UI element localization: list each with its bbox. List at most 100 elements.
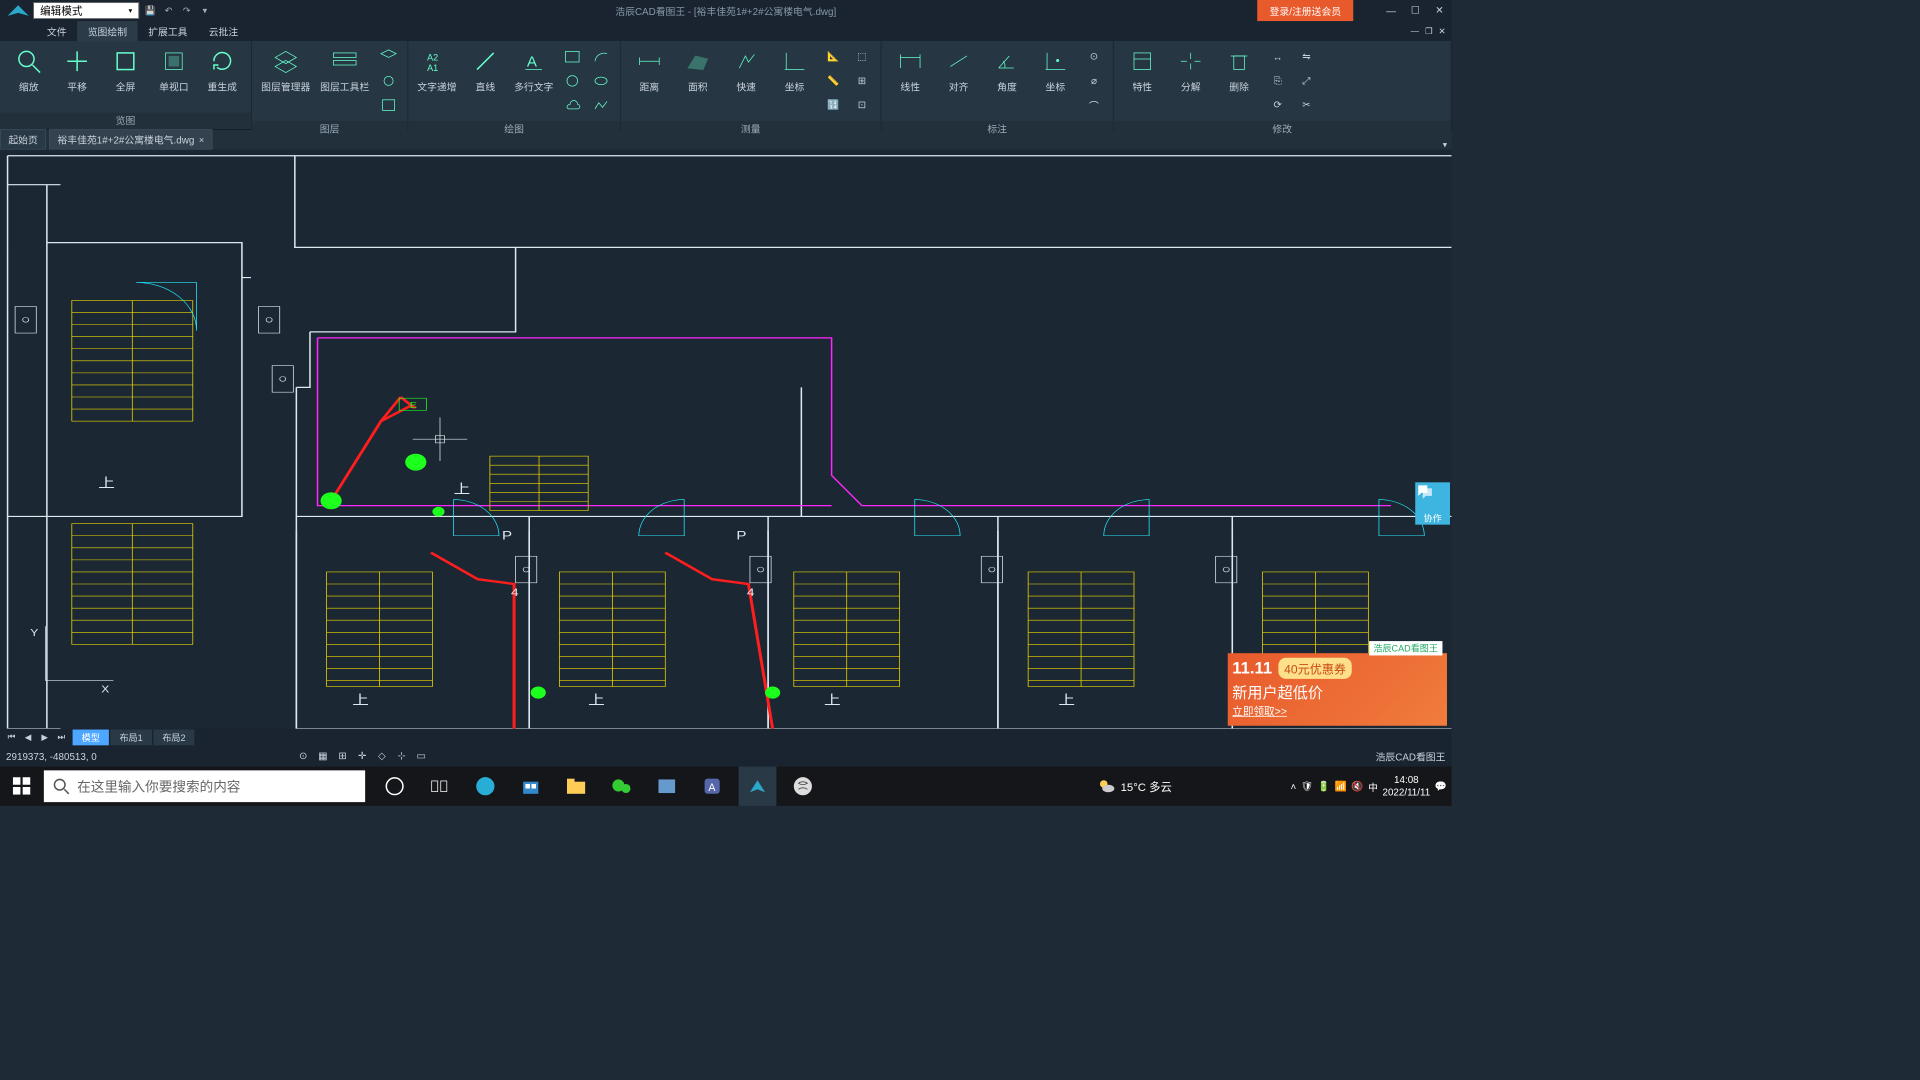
text-increment-button[interactable]: A2A1文字递增 — [413, 43, 461, 119]
task-edge-icon[interactable] — [466, 767, 504, 806]
distance-button[interactable]: 距离 — [625, 43, 673, 119]
grid-toggle[interactable]: ▦ — [314, 748, 331, 763]
measure-m5-icon[interactable]: ⊞ — [851, 70, 874, 91]
rotate-icon[interactable]: ⟳ — [1266, 95, 1289, 116]
tab-model[interactable]: 模型 — [73, 729, 109, 745]
promo-cta[interactable]: 立即领取>> — [1232, 704, 1442, 719]
task-wechat-icon[interactable] — [603, 767, 641, 806]
task-explorer-icon[interactable] — [557, 767, 595, 806]
doc-minimize[interactable]: — — [1411, 26, 1419, 36]
tray-wifi-icon[interactable]: 📶 — [1335, 780, 1347, 792]
undo-icon[interactable]: ↶ — [162, 4, 176, 18]
lwt-toggle[interactable]: ▭ — [413, 748, 430, 763]
qat-dropdown-icon[interactable]: ▾ — [198, 4, 212, 18]
menu-tools[interactable]: 扩展工具 — [138, 21, 198, 41]
login-button[interactable]: 登录/注册送会员 — [1258, 0, 1354, 21]
task-store-icon[interactable] — [512, 767, 550, 806]
tray-chevron-icon[interactable]: ˄ — [1290, 781, 1296, 792]
trim-icon[interactable]: ✂ — [1295, 95, 1318, 116]
layer-iso-icon[interactable] — [377, 95, 400, 116]
tray-volume-icon[interactable]: 🔇 — [1351, 780, 1363, 792]
taskbar-clock[interactable]: 14:08 2022/11/11 — [1382, 774, 1430, 798]
nav-prev-icon[interactable]: ◀ — [21, 732, 35, 742]
task-taskview-icon[interactable] — [421, 767, 459, 806]
save-icon[interactable]: 💾 — [144, 4, 158, 18]
taskbar-weather[interactable]: 15°C 多云 — [1098, 778, 1172, 795]
properties-button[interactable]: 特性 — [1118, 43, 1166, 119]
arc-icon[interactable] — [590, 46, 613, 67]
measure-m6-icon[interactable]: ⊡ — [851, 95, 874, 116]
doc-restore[interactable]: ❐ — [1425, 26, 1432, 36]
zoom-button[interactable]: 缩放 — [5, 43, 53, 110]
regen-button[interactable]: 重生成 — [198, 43, 246, 110]
dim-radius-icon[interactable]: ⊙ — [1083, 46, 1106, 67]
menu-view-draw[interactable]: 览图绘制 — [77, 21, 137, 41]
area-button[interactable]: 面积 — [674, 43, 722, 119]
close-button[interactable]: ✕ — [1432, 5, 1447, 17]
tray-ime[interactable]: 中 — [1368, 779, 1378, 793]
dim-diameter-icon[interactable]: ⌀ — [1083, 70, 1106, 91]
redo-icon[interactable]: ↷ — [180, 4, 194, 18]
task-cortana-icon[interactable] — [376, 767, 414, 806]
tab-overflow-icon[interactable]: ▾ — [1443, 140, 1447, 150]
tab-layout2[interactable]: 布局2 — [153, 729, 194, 745]
osnap-toggle[interactable]: ◇ — [373, 748, 390, 763]
taskbar-search[interactable]: 在这里输入你要搜索的内容 — [44, 770, 365, 802]
tab-start-page[interactable]: 起始页 — [0, 129, 46, 149]
measure-m3-icon[interactable]: 🔢 — [822, 95, 845, 116]
layer-stack-icon[interactable] — [377, 46, 400, 67]
delete-button[interactable]: 删除 — [1215, 43, 1263, 119]
collaboration-button[interactable]: 协作 — [1415, 482, 1450, 524]
task-app1-icon[interactable] — [648, 767, 686, 806]
tab-layout1[interactable]: 布局1 — [110, 729, 151, 745]
menu-file[interactable]: 文件 — [36, 21, 77, 41]
snap-toggle[interactable]: ⊙ — [295, 748, 312, 763]
tray-notifications-icon[interactable]: 💬 — [1435, 780, 1447, 792]
measure-m2-icon[interactable]: 📏 — [822, 70, 845, 91]
minimize-button[interactable]: — — [1383, 5, 1398, 16]
task-app2-icon[interactable]: A — [693, 767, 731, 806]
drawing-canvas[interactable]: 上上上上上上上PP44EXY 协作 浩辰CAD看图王 11.11 40元优惠券 … — [0, 150, 1452, 729]
mtext-button[interactable]: A多行文字 — [510, 43, 558, 119]
layer-toolbar-button[interactable]: 图层工具栏 — [315, 43, 374, 119]
otrack-toggle[interactable]: ⊹ — [393, 748, 410, 763]
scale-icon[interactable]: ⤢ — [1295, 70, 1318, 91]
menu-cloud-annotate[interactable]: 云批注 — [198, 21, 249, 41]
copy-icon[interactable]: ⎘ — [1266, 70, 1289, 91]
mode-dropdown[interactable]: 编辑模式 — [33, 2, 139, 19]
dim-angle-button[interactable]: 角度 — [983, 43, 1031, 119]
move-icon[interactable]: ↔ — [1266, 46, 1289, 67]
layer-manager-button[interactable]: 图层管理器 — [256, 43, 315, 119]
nav-last-icon[interactable]: ⏭ — [54, 732, 68, 742]
dim-arc-icon[interactable]: ⌒ — [1083, 95, 1106, 116]
single-viewport-button[interactable]: 单视口 — [150, 43, 198, 110]
task-sogou-icon[interactable] — [784, 767, 822, 806]
ortho-toggle[interactable]: ⊞ — [334, 748, 351, 763]
mirror-icon[interactable]: ⇋ — [1295, 46, 1318, 67]
doc-close[interactable]: ✕ — [1439, 26, 1446, 36]
measure-m1-icon[interactable]: 📐 — [822, 46, 845, 67]
cloud-icon[interactable] — [561, 95, 584, 116]
start-button[interactable] — [0, 767, 44, 806]
nav-first-icon[interactable]: ⏮ — [5, 732, 19, 742]
dim-linear-button[interactable]: 线性 — [886, 43, 934, 119]
dim-coord-button[interactable]: 坐标 — [1031, 43, 1079, 119]
pan-button[interactable]: 平移 — [53, 43, 101, 110]
coord-button[interactable]: 坐标 — [770, 43, 818, 119]
dim-aligned-button[interactable]: 对齐 — [934, 43, 982, 119]
tab-close-icon[interactable]: × — [199, 134, 204, 145]
pline-icon[interactable] — [590, 95, 613, 116]
polar-toggle[interactable]: ✛ — [354, 748, 371, 763]
maximize-button[interactable]: ☐ — [1408, 5, 1423, 17]
layer-off-icon[interactable] — [377, 70, 400, 91]
promo-banner[interactable]: 浩辰CAD看图王 11.11 40元优惠券 新用户超低价 立即领取>> — [1228, 653, 1447, 726]
tab-current-doc[interactable]: 裕丰佳苑1#+2#公寓楼电气.dwg × — [49, 129, 212, 149]
nav-next-icon[interactable]: ▶ — [38, 732, 52, 742]
ellipse-icon[interactable] — [590, 70, 613, 91]
measure-m4-icon[interactable]: ⬚ — [851, 46, 874, 67]
quick-measure-button[interactable]: 快速 — [722, 43, 770, 119]
task-gstarcad-icon[interactable] — [739, 767, 777, 806]
circle-icon[interactable] — [561, 70, 584, 91]
line-button[interactable]: 直线 — [461, 43, 509, 119]
explode-button[interactable]: 分解 — [1167, 43, 1215, 119]
